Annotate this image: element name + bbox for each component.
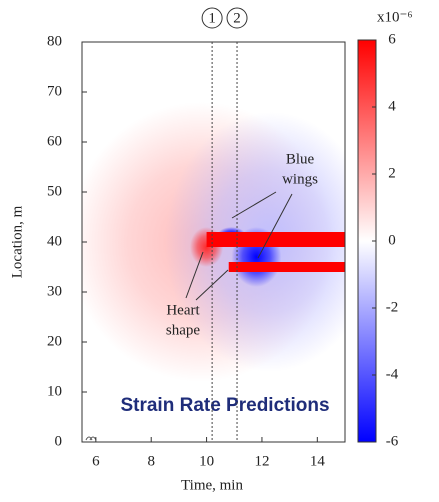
colorbar-tick-label: 0 bbox=[388, 232, 396, 248]
marker-circle bbox=[226, 7, 248, 29]
y-tick-label: 0 bbox=[55, 433, 63, 449]
colorbar-tick-label: -2 bbox=[386, 299, 399, 315]
chart-title: Strain Rate Predictions bbox=[120, 395, 329, 416]
marker-label: 2 bbox=[233, 10, 241, 26]
strain-band bbox=[206, 232, 345, 247]
y-tick-label: 20 bbox=[47, 333, 62, 349]
marker-circle bbox=[201, 7, 223, 29]
strain-band bbox=[228, 262, 345, 272]
y-tick-label: 80 bbox=[47, 33, 62, 49]
heatmap-field bbox=[82, 42, 345, 442]
annotation-arrow bbox=[231, 191, 277, 219]
y-tick-label: 30 bbox=[47, 283, 62, 299]
x-tick-label: 10 bbox=[199, 453, 214, 469]
colorbar-tick-label: -6 bbox=[386, 433, 399, 449]
x-tick-label: 12 bbox=[254, 453, 269, 469]
marker-label: 1 bbox=[208, 10, 216, 26]
colorbar-tick-label: -4 bbox=[386, 366, 399, 382]
annotation-text: Heart bbox=[166, 302, 200, 318]
y-tick-label: 60 bbox=[47, 133, 62, 149]
x-axis-label: Time, min bbox=[181, 477, 243, 493]
x-tick-label: 6 bbox=[92, 453, 100, 469]
colorbar-tick-label: 6 bbox=[388, 31, 396, 47]
annotation-arrow bbox=[185, 251, 204, 299]
y-axis-label: Location, m bbox=[9, 205, 25, 278]
y-tick-label: 40 bbox=[47, 233, 62, 249]
y-tick-label: 50 bbox=[47, 183, 62, 199]
annotation-text: wings bbox=[282, 171, 318, 187]
y-tick-label: 70 bbox=[47, 83, 62, 99]
annotation-text: Blue bbox=[286, 151, 315, 167]
y-tick-label: 10 bbox=[47, 383, 62, 399]
annotation-text: shape bbox=[166, 322, 200, 338]
x-tick-label: 8 bbox=[147, 453, 155, 469]
colorbar-tick-label: 2 bbox=[388, 165, 396, 181]
x-tick-label: 14 bbox=[310, 453, 326, 469]
colorbar-tick-label: 4 bbox=[388, 98, 396, 114]
color-scale-label: x10⁻⁶ bbox=[377, 9, 413, 25]
annotation-arrow bbox=[257, 193, 293, 259]
annotation-arrow bbox=[195, 269, 229, 301]
